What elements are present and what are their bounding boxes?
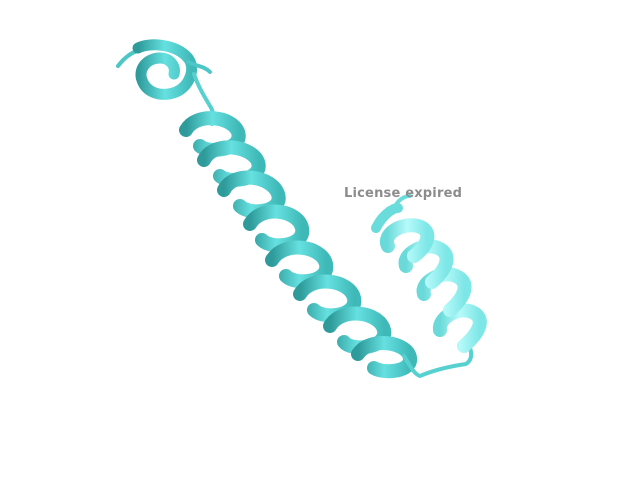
loop-2	[402, 346, 474, 379]
helix-2	[179, 111, 417, 379]
c-terminus	[392, 194, 412, 210]
helix-3	[371, 203, 487, 353]
helix-1	[116, 39, 212, 100]
license-watermark: License expired	[344, 186, 463, 201]
